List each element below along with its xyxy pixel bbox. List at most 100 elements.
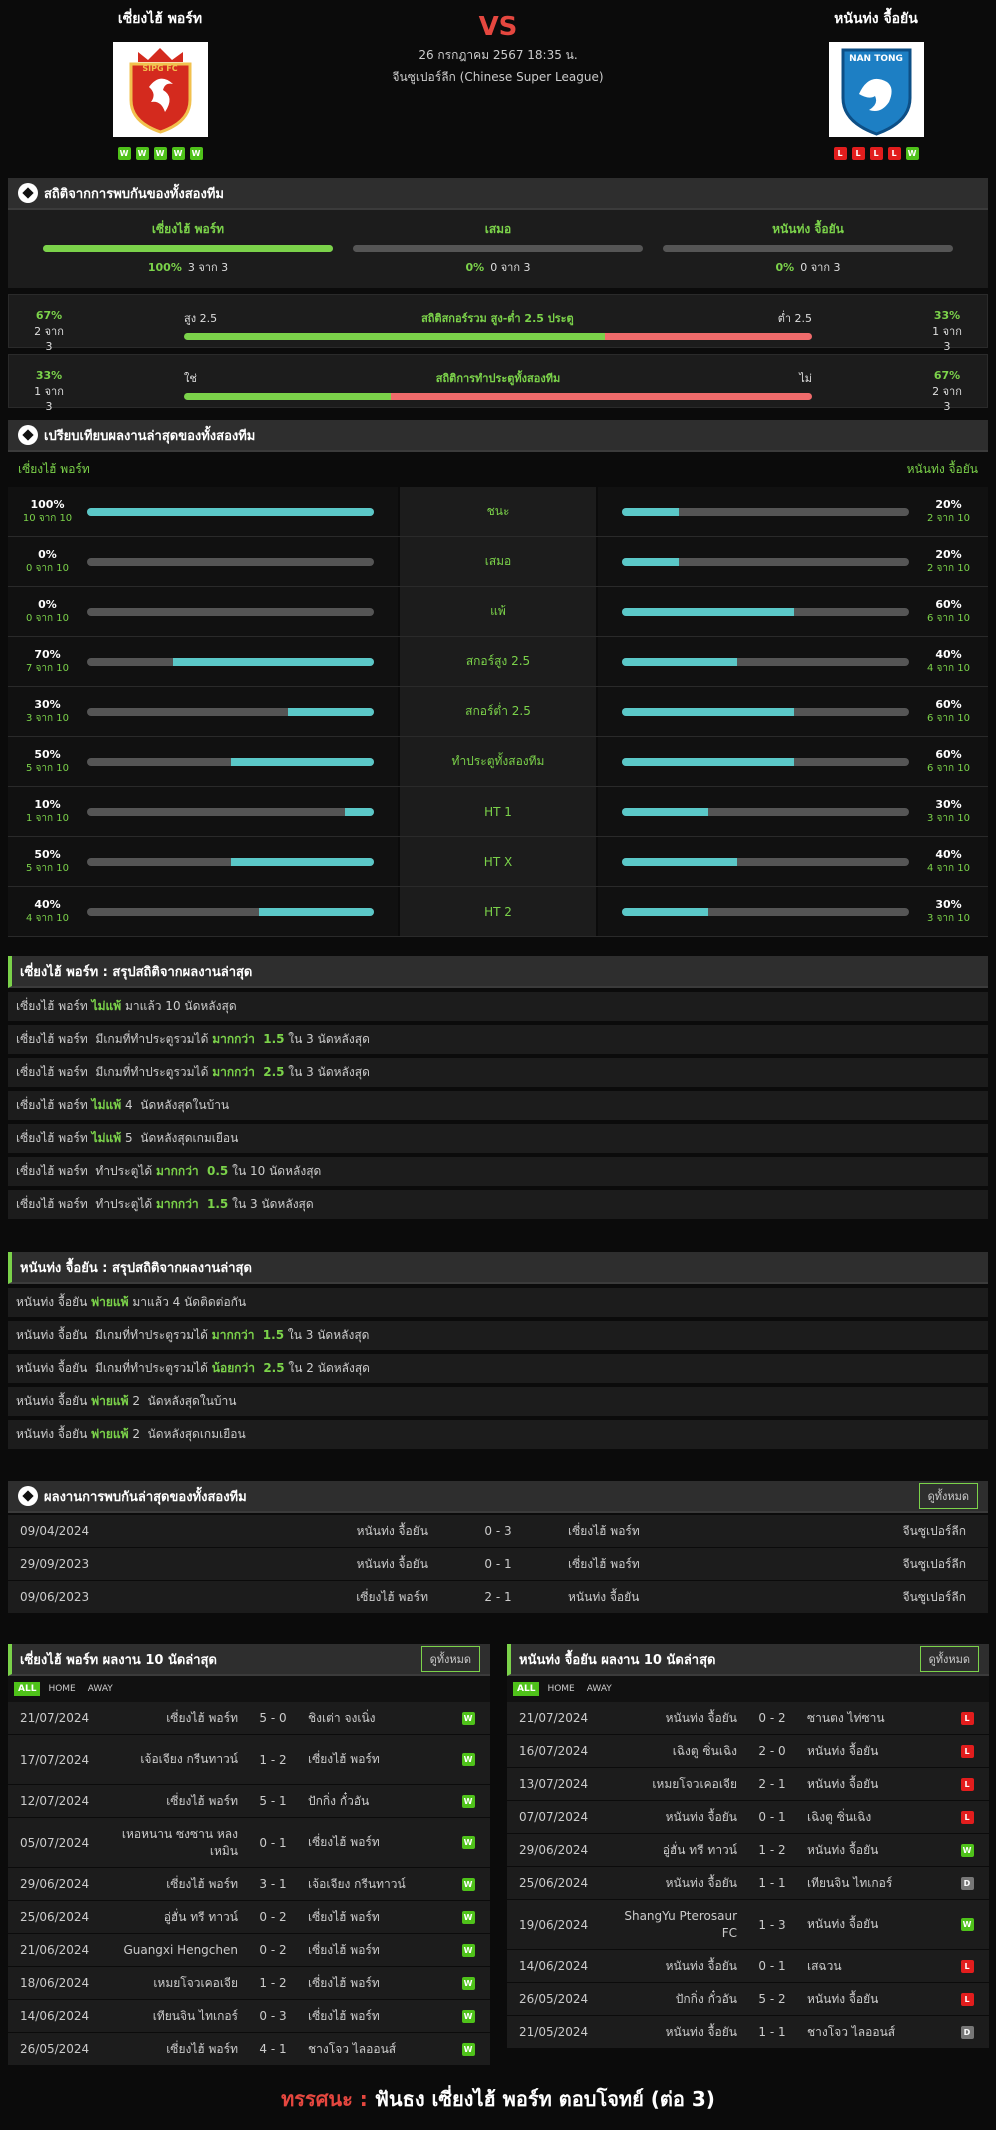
form-match-row[interactable]: 05/07/2024 เหอหนาน ซงซาน หลงเหมิน 0 - 1 เซี… [8,1818,490,1868]
tab-away[interactable]: AWAY [87,1684,113,1694]
compare-away-pct: 60% 6 จาก 10 [921,748,976,776]
match-away: เฉิงตู ซิ่นเฉิง [807,1809,872,1824]
compare-away-bar-fill [622,857,737,866]
tab-home[interactable]: HOME [48,1684,76,1694]
form-match-row[interactable]: 12/07/2024 เซี่ยงไฮ้ พอร์ท 5 - 1 ปักกิ่ง กั… [8,1785,490,1818]
compare-rows: 100% 10 จาก 10 ชนะ 20% 2 จาก 10 0% 0 จาก 10 เสม… [8,487,988,937]
match-league: จีนซูเปอร์ลีก [902,1523,966,1538]
tab-away[interactable]: AWAY [586,1684,612,1694]
match-away: ชางโจว ไลออนส์ [807,2024,896,2039]
summary-text: เซี่ยงไฮ้ พอร์ท [16,1131,92,1145]
match-date: 14/06/2024 [519,1959,589,1973]
away-pct-value: 60% [935,747,962,761]
result-badge: W [461,1910,475,1924]
form-match-row[interactable]: 21/07/2024 หนันท่ง จื้อยัน 0 - 2 ซานตง ไท่ซ… [507,1702,989,1735]
form-match-row[interactable]: 14/06/2024 หนันท่ง จื้อยัน 0 - 1 เสฉวน L [507,1950,989,1983]
match-result: D [947,1876,987,1890]
h2h-col: หนันท่ง จื้อยัน 0% 0 จาก 3 [653,220,963,276]
compare-label: สกอร์สูง 2.5 [400,637,596,686]
compare-home-pct: 30% 3 จาก 10 [20,698,75,726]
away-pct-value: 40% [935,647,962,661]
form-match-row[interactable]: 21/05/2024 หนันท่ง จื้อยัน 1 - 1 ชางโจว ไลอ… [507,2016,989,2049]
soccer-ball-icon [18,183,38,203]
h2h-stats-section: สถิติจากการพบกันของทั้งสองทีม เซี่ยงไฮ้ … [8,178,988,413]
form-badge: L [887,147,901,160]
btts-no-count: 2 จาก 3 [932,385,962,413]
summary-text: ใน 2 นัดหลังสุด [284,1361,370,1375]
form-match-row[interactable]: 26/05/2024 ปักกิ่ง กั๋วอัน 5 - 2 หนันท่ง จื… [507,1983,989,2016]
h2h-col-bar [43,245,333,252]
form-match-row[interactable]: 21/07/2024 เซี่ยงไฮ้ พอร์ท 5 - 0 ชิงเต่า จง… [8,1702,490,1735]
result-badge: L [960,1810,974,1824]
away-team-name: หนันท่ง จื้อยัน [834,11,918,27]
compare-label: เสมอ [400,537,596,586]
compare-home-bar-fill [345,807,374,816]
tab-home[interactable]: HOME [547,1684,575,1694]
summary-text: ใน 3 นัดหลังสุด [228,1197,314,1211]
result-badge: D [960,1876,974,1890]
section-title: ผลงานการพบกันล่าสุดของทั้งสองทีม [44,1489,247,1505]
compare-home-pct: 10% 1 จาก 10 [20,798,75,826]
under-count: 1 จาก 3 [932,325,962,353]
result-badge: L [960,1777,974,1791]
compare-away-pct: 60% 6 จาก 10 [921,598,976,626]
form-match-row[interactable]: 14/06/2024 เทียนจิน ไทเกอร์ 0 - 3 เซี่ยงไฮ้… [8,2000,490,2033]
h2h-match-row[interactable]: 29/09/2023 หนันท่ง จื้อยัน 0 - 1 เซี่ยงไฮ้ … [8,1548,988,1581]
match-result: W [448,1943,488,1957]
compare-home-pct: 0% 0 จาก 10 [20,598,75,626]
match-result: L [947,1992,987,2006]
form-match-row[interactable]: 07/07/2024 หนันท่ง จื้อยัน 0 - 1 เฉิงตู ซิ่… [507,1801,989,1834]
view-all-button[interactable]: ดูทั้งหมด [918,1483,978,1509]
match-date: 26/05/2024 [519,1992,589,2006]
home-summary-section: เซี่ยงไฮ้ พอร์ท : สรุปสถิติจากผลงานล่าสุ… [8,956,988,1223]
home-pct-value: 40% [34,897,61,911]
compare-home-side: 0% 0 จาก 10 [8,587,398,636]
home-team-logo: SIPG FC [112,42,208,137]
form-match-row[interactable]: 29/06/2024 เซี่ยงไฮ้ พอร์ท 3 - 1 เจ้อเจียง … [8,1868,490,1901]
match-date: 29/09/2023 [20,1557,90,1571]
away-pct-count: 2 จาก 10 [927,512,970,524]
h2h-match-row[interactable]: 09/04/2024 หนันท่ง จื้อยัน 0 - 3 เซี่ยงไฮ้ … [8,1515,988,1548]
form-match-row[interactable]: 25/06/2024 อู่ฮั่น ทรี ทาวน์ 0 - 2 เซี่ยงไฮ… [8,1901,490,1934]
summary-text: ใน 3 นัดหลังสุด [284,1032,370,1046]
compare-home-side: 30% 3 จาก 10 [8,687,398,736]
summary-text: หนันท่ง จื้อยัน [16,1427,92,1441]
form-match-row[interactable]: 25/06/2024 หนันท่ง จื้อยัน 1 - 1 เทียนจิน ไ… [507,1867,989,1900]
h2h-match-row[interactable]: 09/06/2023 เซี่ยงไฮ้ พอร์ท 2 - 1 หนันท่ง จื… [8,1581,988,1614]
form-match-row[interactable]: 18/06/2024 เหมยโจวเคอเจีย 1 - 2 เซี่ยงไฮ้ พ… [8,1967,490,2000]
form-match-row[interactable]: 29/06/2024 อู่ฮั่น ทรี ทาวน์ 1 - 2 หนันท่ง … [507,1834,989,1867]
tab-all[interactable]: ALL [14,1682,41,1696]
form-match-row[interactable]: 16/07/2024 เฉิงตู ซิ่นเฉิง 2 - 0 หนันท่ง จื… [507,1735,989,1768]
match-date: 29/06/2024 [519,1843,589,1857]
btts-no-label: ไม่ [799,372,812,385]
form-match-row[interactable]: 19/06/2024 ShangYu Pterosaur FC 1 - 3 หนันท… [507,1900,989,1950]
result-badge: W [461,1794,475,1808]
compare-home-bar [87,607,374,616]
match-away: ชิงเต่า จงเนิ่ง [308,1710,376,1725]
form-match-row[interactable]: 21/06/2024 Guangxi Hengchen 0 - 2 เซี่ยงไฮ้… [8,1934,490,1967]
over-pct: 67% [35,309,63,322]
summary-row: เซี่ยงไฮ้ พอร์ท ไม่แพ้ 5 นัดหลังสุดเกมเย… [8,1124,988,1157]
match-score: 0 - 2 [758,1711,786,1725]
summary-highlight: ไม่แพ้ [91,999,122,1013]
tab-all[interactable]: ALL [513,1682,540,1696]
view-all-button[interactable]: ดูทั้งหมด [919,1646,979,1672]
summary-row: เซี่ยงไฮ้ พอร์ท มีเกมที่ทำประตูรวมได้ มา… [8,1058,988,1091]
btts-no-pct: 67% [933,369,961,382]
compare-away-name: หนันท่ง จื้อยัน [906,462,978,476]
match-away: เซี่ยงไฮ้ พอร์ท [308,2008,380,2023]
form-match-row[interactable]: 17/07/2024 เจ้อเจียง กรีนทาวน์ 1 - 2 เซี่ยง… [8,1735,490,1785]
compare-home-side: 70% 7 จาก 10 [8,637,398,686]
form-match-row[interactable]: 13/07/2024 เหมยโจวเคอเจีย 2 - 1 หนันท่ง จื้… [507,1768,989,1801]
view-all-button[interactable]: ดูทั้งหมด [420,1646,480,1672]
home-pct-count: 5 จาก 10 [26,762,69,774]
form-match-row[interactable]: 26/05/2024 เซี่ยงไฮ้ พอร์ท 4 - 1 ชางโจว ไลอ… [8,2033,490,2066]
summary-highlight: พ่ายแพ้ [91,1394,129,1408]
compare-label: สกอร์ต่ำ 2.5 [400,687,596,736]
compare-away-bar-fill [622,757,795,766]
match-score: 0 - 1 [758,1959,786,1973]
result-badge: W [461,1877,475,1891]
